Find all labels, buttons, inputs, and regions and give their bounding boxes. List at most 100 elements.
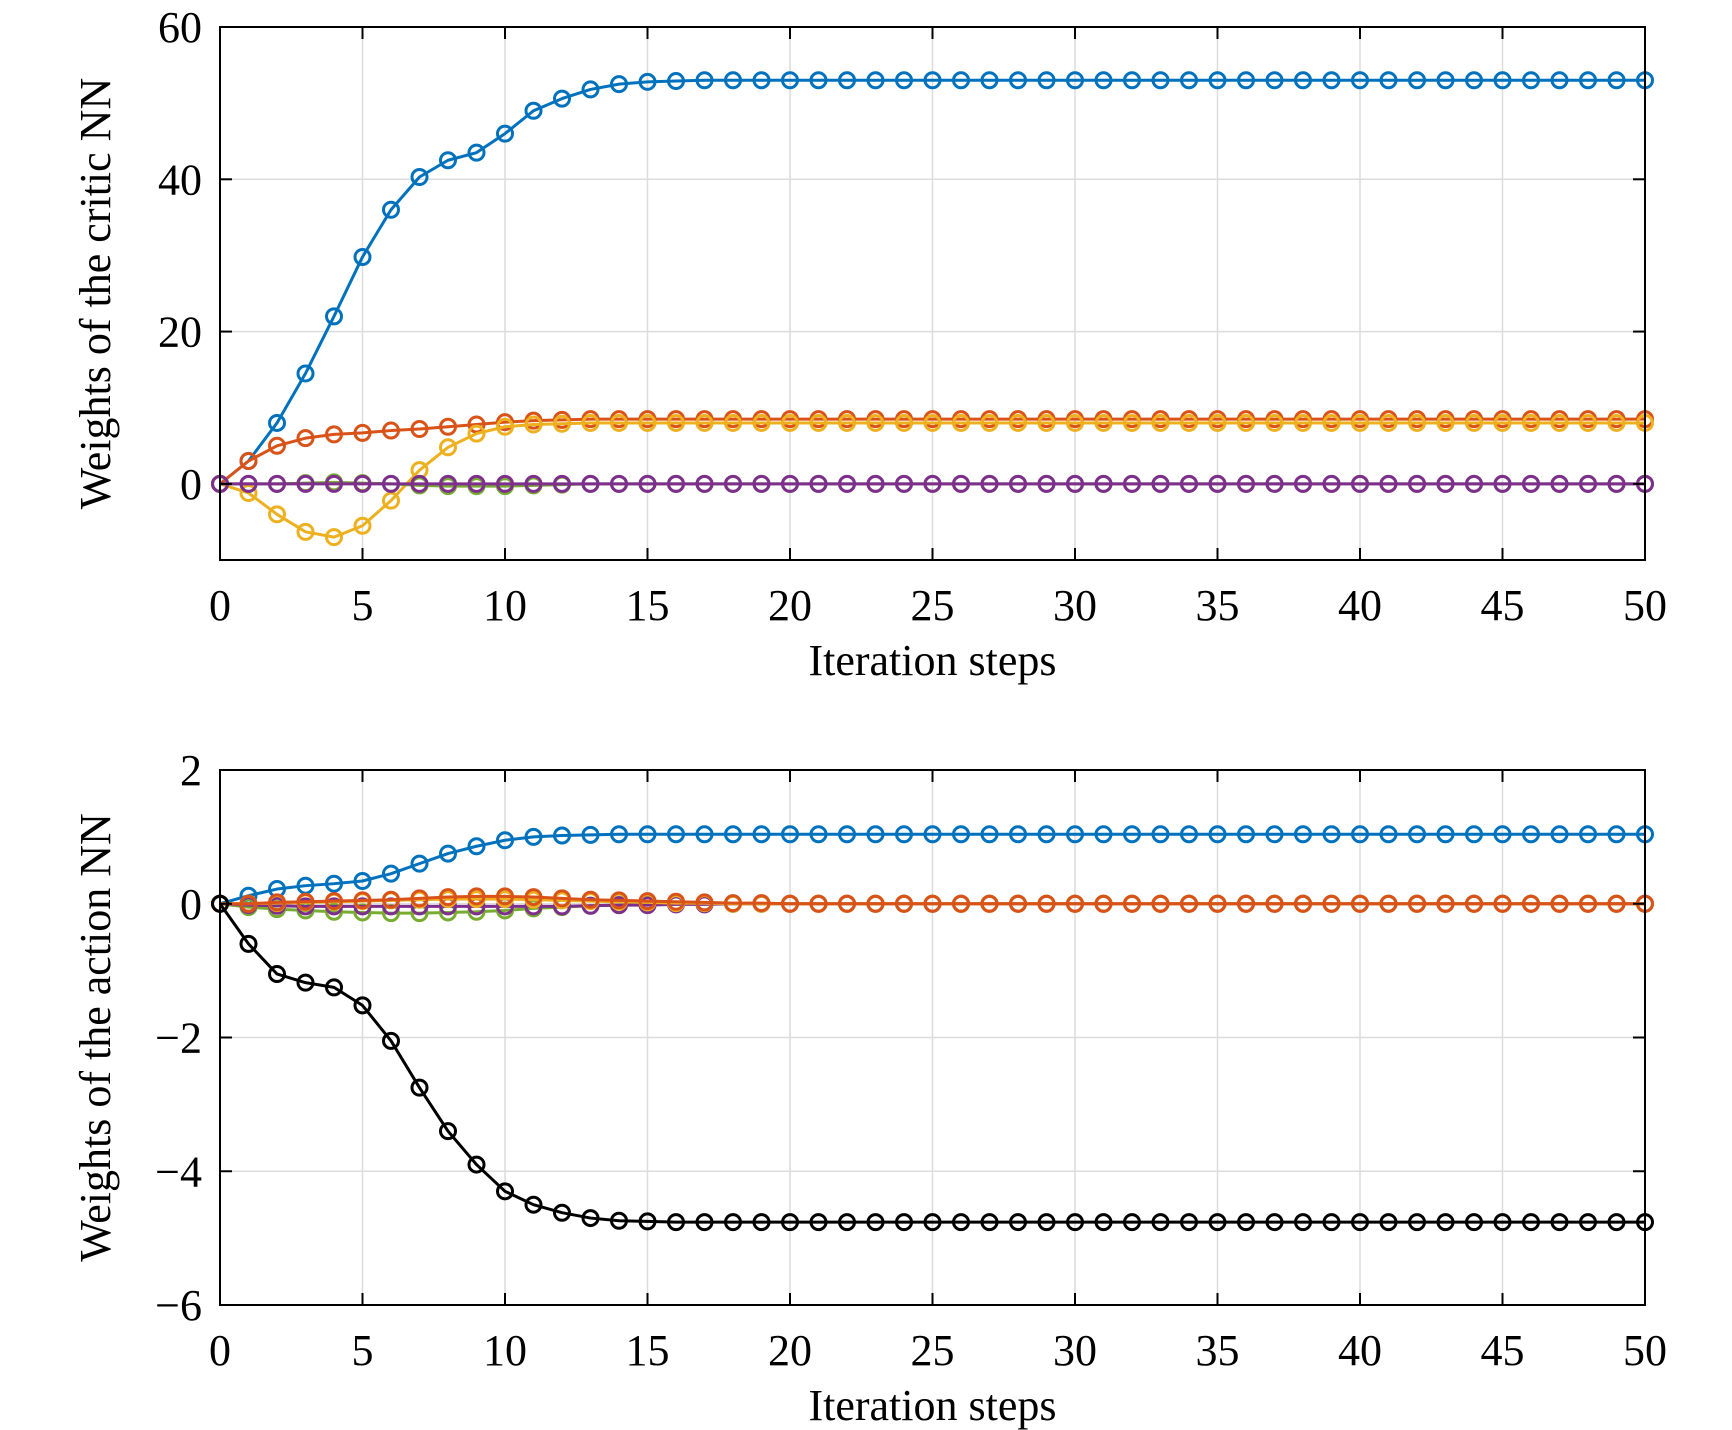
data-point (439, 151, 457, 170)
x-tick-label: 45 (1481, 581, 1525, 630)
data-point (1607, 825, 1626, 844)
data-point (809, 71, 828, 90)
data-point (268, 474, 286, 493)
data-point (838, 1213, 856, 1232)
data-point (1066, 474, 1084, 493)
data-point (1123, 413, 1141, 432)
data-point (1379, 71, 1398, 90)
data-point (268, 413, 286, 432)
y-tick-label: 40 (158, 155, 202, 204)
data-point (1522, 413, 1540, 432)
data-point (1180, 71, 1198, 90)
data-point (296, 474, 315, 493)
data-point (1436, 1213, 1455, 1232)
data-point (268, 436, 286, 455)
data-point (296, 364, 315, 383)
data-point (1123, 474, 1141, 493)
data-point (667, 892, 685, 911)
data-point (1009, 474, 1027, 493)
data-point (895, 1213, 913, 1232)
data-point (1322, 825, 1341, 844)
data-point (439, 417, 457, 436)
data-point (268, 964, 286, 983)
data-point (1465, 825, 1483, 844)
data-point (1351, 474, 1369, 493)
data-point (1208, 825, 1227, 844)
data-point (781, 413, 799, 432)
data-point (1094, 474, 1113, 493)
data-point (1522, 71, 1540, 90)
data-point (1009, 71, 1027, 90)
data-point (382, 890, 400, 909)
data-point (809, 894, 828, 913)
data-point (1607, 71, 1626, 90)
data-point (524, 474, 543, 493)
data-point (724, 413, 742, 432)
data-point (1379, 474, 1398, 493)
data-point (382, 864, 400, 883)
y-axis-label: Weights of the critic NN (71, 78, 120, 509)
data-point (1237, 825, 1255, 844)
y-tick-label: 0 (180, 460, 202, 509)
data-point (1408, 71, 1426, 90)
data-point (610, 1211, 628, 1230)
x-tick-label: 25 (911, 1326, 955, 1375)
data-point (1037, 825, 1056, 844)
data-point (325, 902, 343, 921)
data-point (610, 474, 628, 493)
data-point (980, 413, 999, 432)
series-line (219, 832, 1645, 906)
data-point (1237, 474, 1255, 493)
data-point (382, 474, 400, 493)
data-point (809, 825, 828, 844)
data-point (638, 825, 657, 844)
data-point (296, 429, 315, 448)
data-point (1322, 474, 1341, 493)
data-point (581, 1209, 600, 1228)
data-point (1294, 413, 1312, 432)
data-point (553, 414, 571, 433)
y-tick-label: 60 (158, 3, 202, 52)
data-point (866, 1213, 885, 1232)
data-point (439, 1122, 457, 1141)
data-point (553, 474, 571, 493)
data-point (524, 1195, 543, 1214)
data-point (1379, 825, 1398, 844)
data-point (325, 474, 343, 493)
data-point (1094, 413, 1113, 432)
data-point (467, 143, 486, 162)
data-point (895, 825, 913, 844)
data-point (1123, 71, 1141, 90)
data-point (410, 854, 429, 873)
data-point (1066, 894, 1084, 913)
data-point (638, 892, 657, 911)
data-point (1351, 71, 1369, 90)
data-point (1294, 1213, 1312, 1232)
data-point (952, 825, 970, 844)
data-point (610, 413, 628, 432)
data-point (695, 474, 714, 493)
y-tick-label: −4 (155, 1147, 202, 1196)
data-point (410, 168, 429, 187)
data-point (895, 71, 913, 90)
data-point (781, 825, 799, 844)
data-point (980, 71, 999, 90)
data-point (1009, 894, 1027, 913)
data-point (553, 1203, 571, 1222)
data-point (667, 72, 685, 91)
data-point (1436, 825, 1455, 844)
data-point (781, 71, 799, 90)
data-point (296, 522, 315, 541)
data-point (439, 844, 457, 863)
data-point (724, 474, 742, 493)
data-point (952, 71, 970, 90)
data-point (695, 825, 714, 844)
data-point (781, 1213, 799, 1232)
data-point (1436, 71, 1455, 90)
y-tick-label: 2 (180, 746, 202, 795)
series-line (219, 78, 1645, 486)
data-point (1351, 894, 1369, 913)
critic-weights-panel: 0 5 10 15 20 25 30 35 40 45 50 0 20 40 60 Iteration ste… (71, 3, 1667, 685)
data-point (695, 71, 714, 90)
